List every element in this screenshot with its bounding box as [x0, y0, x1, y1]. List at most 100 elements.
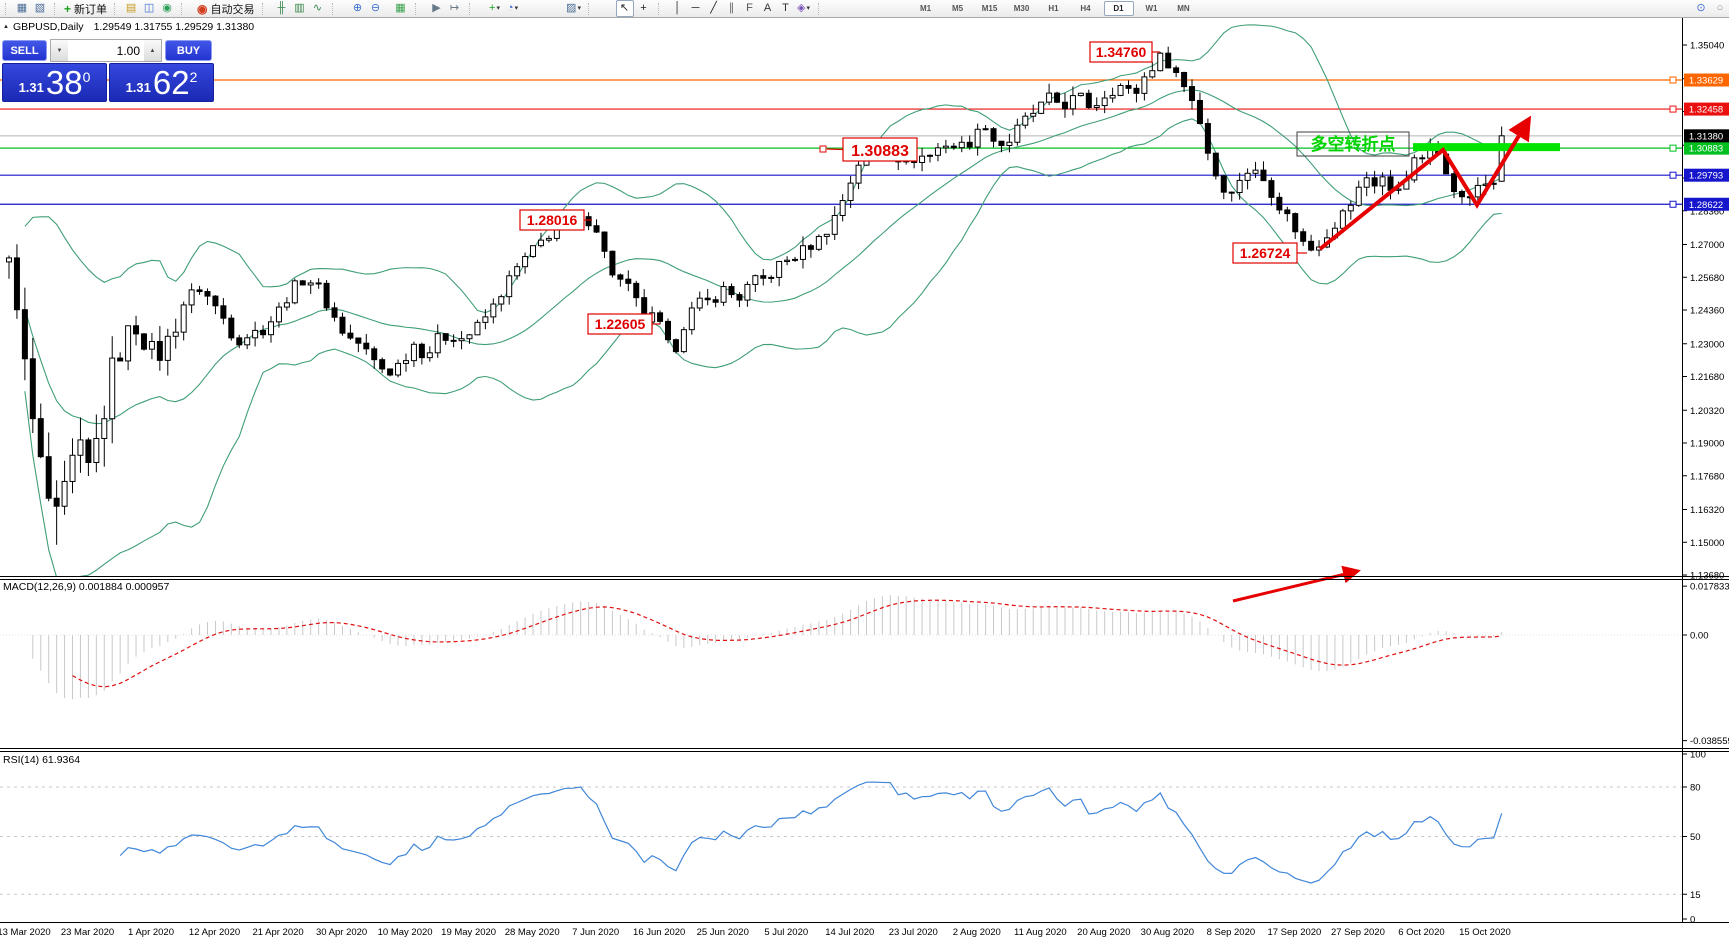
candle-body — [704, 297, 711, 301]
candle-body — [434, 333, 441, 354]
zoom-out-icon[interactable]: ⊖ — [370, 2, 381, 14]
price-line-badge-text: 1.33629 — [1689, 76, 1723, 87]
auto-scroll-icon[interactable]: ▶ — [432, 2, 441, 14]
candle-body — [498, 296, 505, 305]
equidistant-channel-icon[interactable]: ∥ — [728, 2, 735, 14]
timeframe-h1[interactable]: H1 — [1048, 4, 1059, 13]
candle-body — [815, 235, 822, 250]
volume-input[interactable] — [68, 40, 144, 61]
candle-chart-icon[interactable]: ▥ — [294, 2, 305, 14]
text-label-icon[interactable]: T — [782, 2, 789, 14]
timeframe-mn[interactable]: MN — [1177, 4, 1190, 13]
bar-chart-icon[interactable]: ╫ — [277, 2, 286, 14]
chart-shift-icon[interactable]: ↦ — [449, 2, 460, 14]
crosshair-icon[interactable]: + — [640, 2, 647, 14]
timeframe-w1[interactable]: W1 — [1145, 4, 1158, 13]
candle-body — [299, 280, 306, 286]
macd-axis-label: 0.00 — [1690, 631, 1709, 642]
horizontal-line-icon[interactable]: ─ — [691, 2, 700, 14]
periods-icon[interactable]: ◔ ▾ — [506, 2, 519, 14]
candle-body — [506, 275, 513, 298]
date-axis-label: 30 Aug 2020 — [1141, 927, 1194, 938]
vertical-line-icon[interactable]: │ — [674, 2, 681, 14]
candle-body — [53, 497, 60, 507]
search-icon[interactable]: ○ — [1716, 2, 1724, 14]
zoom-in-icon[interactable]: ⊕ — [352, 2, 363, 14]
candle-body — [236, 337, 243, 346]
current-price-badge — [1684, 129, 1729, 143]
horizontal-line-objects — [0, 76, 1682, 208]
timeframe-h4[interactable]: H4 — [1080, 4, 1091, 13]
toolbar: ▦ ▧ + 新订单 ▤ ◫ ◉ ◉ 自动交易 ╫ ▥ ∿ ⊕ ⊖ ▦ ▶ ↦ + ▾ ◔ ▾ ▨ ▾ ↖ + │ ─ ╱ ∥ F A T ◈ ▾ M… — [0, 0, 1729, 18]
buy-button[interactable]: BUY — [165, 40, 212, 61]
shapes-icon[interactable]: ◈ ▾ — [797, 2, 810, 14]
candle-body — [252, 329, 259, 339]
candle-body — [331, 307, 338, 318]
template-icon[interactable]: ▨ ▾ — [566, 2, 581, 14]
community-icon[interactable]: ⊙ — [1696, 2, 1706, 14]
candle-body — [212, 295, 219, 307]
toolbar-separator — [414, 2, 419, 15]
candle-body — [1347, 204, 1354, 212]
toolbar-separator — [331, 2, 336, 15]
volume-decrease-button[interactable]: ▼ — [51, 40, 68, 61]
market-watch-icon[interactable]: ▤ — [125, 2, 137, 14]
candle-body — [1276, 196, 1283, 211]
price-axis-label: 1.35040 — [1690, 41, 1724, 52]
auto-trading-button[interactable]: ◉ 自动交易 — [197, 1, 255, 16]
candle-body — [180, 304, 187, 333]
candle-body — [1292, 213, 1299, 233]
candle-body — [1371, 177, 1378, 187]
candle-body — [990, 128, 997, 142]
profiles-icon[interactable]: ▧ — [34, 2, 46, 14]
candle-body — [657, 312, 664, 322]
macd-axis-label: -0.038559 — [1690, 736, 1729, 747]
candle-body — [1419, 157, 1426, 160]
candle-body — [275, 306, 282, 323]
annotation-anchor-marker — [819, 145, 827, 153]
trendline-icon[interactable]: ╱ — [710, 2, 717, 14]
new-chart-icon[interactable]: ▦ — [16, 2, 28, 14]
rsi-axis-label: 50 — [1690, 832, 1701, 843]
buy-price-panel[interactable]: 1.31 62 2 — [109, 63, 214, 102]
volume-increase-button[interactable]: ▲ — [144, 40, 161, 61]
sell-price-panel[interactable]: 1.31 38 0 — [2, 63, 107, 102]
signals-icon[interactable]: ◉ — [162, 2, 172, 14]
candle-body — [1458, 191, 1465, 198]
candle-body — [315, 282, 322, 285]
timeframe-m30[interactable]: M30 — [1013, 4, 1030, 13]
line-chart-icon[interactable]: ∿ — [312, 2, 323, 14]
cursor-icon[interactable]: ↖ — [615, 0, 634, 17]
timeframe-m5[interactable]: M5 — [951, 4, 964, 13]
timeframe-m15[interactable]: M15 — [981, 4, 998, 13]
one-click-toggle-icon[interactable]: ▲ — [3, 24, 9, 30]
timeframe-d1[interactable]: D1 — [1103, 1, 1134, 16]
price-axis-label: 1.19000 — [1690, 439, 1724, 450]
candle-body — [1181, 71, 1188, 88]
timeframe-m1[interactable]: M1 — [919, 4, 932, 13]
sell-button[interactable]: SELL — [2, 40, 47, 61]
toolbar-separator — [468, 2, 473, 15]
candle-body — [117, 357, 124, 362]
candle-body — [1085, 92, 1092, 108]
candle-body — [799, 245, 806, 260]
fibonacci-icon[interactable]: F — [746, 2, 753, 14]
indicators-icon[interactable]: + ▾ — [489, 2, 500, 14]
candle-body — [244, 337, 251, 346]
new-order-button[interactable]: + 新订单 — [64, 1, 108, 16]
turn-point-label: 多空转折点 — [1311, 134, 1396, 154]
data-window-icon[interactable]: ◫ — [143, 2, 155, 14]
candle-body — [1030, 112, 1037, 117]
line-endpoint-marker — [1669, 144, 1677, 152]
rsi-axis-label: 80 — [1690, 783, 1701, 794]
candle-body — [1014, 124, 1021, 143]
tile-windows-icon[interactable]: ▦ — [395, 2, 406, 14]
candle-body — [768, 276, 775, 279]
candle-body — [85, 439, 92, 463]
candle-body — [458, 338, 465, 342]
date-axis-label: 5 Jul 2020 — [764, 927, 808, 938]
text-icon[interactable]: A — [763, 2, 772, 14]
price-axis-label: 1.13680 — [1690, 571, 1724, 582]
candle-body — [1141, 76, 1148, 94]
